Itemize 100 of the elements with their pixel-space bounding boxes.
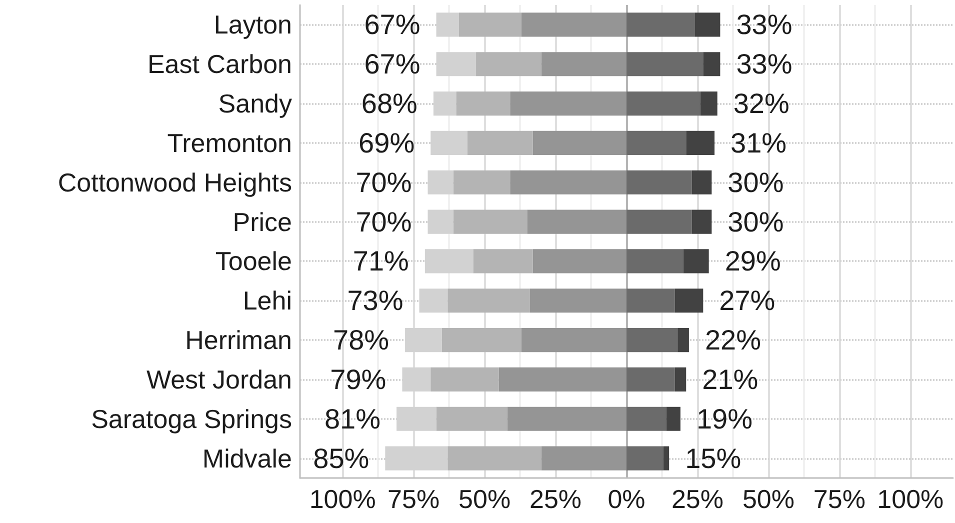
bar — [700, 92, 718, 116]
bar — [473, 249, 533, 274]
y-tick-label: East Carbon — [147, 49, 292, 80]
x-tick-label: 75% — [813, 484, 866, 514]
annotation: 70% — [356, 206, 412, 238]
y-tick-label: Price — [232, 206, 292, 237]
bar — [694, 12, 720, 37]
bar — [521, 328, 626, 352]
y-tick-label: Midvale — [202, 443, 292, 474]
bar — [532, 249, 626, 274]
bar — [674, 288, 704, 313]
y-tick-label: West Jordan — [146, 364, 292, 394]
bar — [419, 288, 448, 313]
bar — [663, 446, 670, 470]
bar — [430, 367, 499, 392]
bar — [626, 130, 686, 155]
annotation: 81% — [324, 403, 381, 434]
y-tick-label: Saratoga Springs — [91, 404, 292, 434]
bar — [433, 92, 456, 116]
bar — [626, 210, 692, 234]
bar — [541, 446, 626, 470]
bar — [626, 328, 678, 352]
annotation: 78% — [333, 324, 390, 356]
bar — [686, 130, 715, 155]
bar — [678, 328, 689, 352]
bar — [626, 288, 675, 313]
bar — [530, 288, 626, 313]
annotation: 33% — [736, 48, 792, 80]
y-tick-label: Cottonwood Heights — [58, 167, 292, 198]
bar — [448, 446, 542, 470]
annotation: 30% — [728, 166, 784, 198]
x-tick-label: 25% — [530, 484, 582, 514]
bar — [507, 406, 626, 431]
x-tick-label: 25% — [671, 484, 724, 514]
annotation: 32% — [733, 88, 790, 120]
bar — [458, 12, 522, 37]
bar — [541, 52, 626, 76]
bar — [476, 52, 542, 76]
annotation: 79% — [330, 364, 386, 395]
bar — [626, 92, 700, 116]
bar — [468, 130, 533, 155]
bar — [453, 210, 528, 234]
x-tick-label: 75% — [388, 484, 440, 514]
bar — [424, 249, 474, 274]
bar — [436, 12, 459, 37]
bar — [626, 367, 675, 392]
annotation: 67% — [364, 9, 420, 40]
x-tick-label: 100% — [309, 484, 376, 514]
bar — [436, 406, 508, 431]
y-tick-label: Sandy — [218, 88, 292, 119]
bar — [498, 367, 626, 392]
bar — [428, 210, 454, 234]
bar — [436, 52, 476, 76]
bar — [527, 210, 626, 234]
annotation: 29% — [724, 246, 781, 277]
bar — [666, 406, 680, 431]
bar — [626, 52, 704, 76]
annotation: 31% — [730, 127, 787, 158]
annotation: 21% — [702, 364, 758, 395]
bar — [674, 367, 686, 392]
y-tick-label: Herriman — [185, 325, 292, 356]
bar — [703, 52, 720, 76]
bar — [626, 406, 666, 431]
annotation: 69% — [358, 127, 415, 158]
bar — [626, 12, 695, 37]
bar — [510, 170, 626, 194]
annotation: 22% — [704, 324, 762, 356]
x-tick-label: 50% — [458, 484, 511, 514]
annotation: 85% — [313, 442, 370, 474]
annotation: 27% — [719, 285, 776, 316]
annotation: 67% — [364, 48, 420, 80]
y-tick-label: Lehi — [242, 286, 292, 316]
bar — [448, 288, 530, 313]
bar — [430, 130, 468, 155]
annotation: 68% — [361, 88, 418, 120]
annotation: 71% — [352, 246, 409, 277]
bar — [453, 170, 510, 194]
bar — [692, 210, 712, 234]
annotation: 19% — [696, 403, 752, 434]
y-tick-label: Tooele — [215, 246, 292, 276]
annotation: 30% — [728, 206, 784, 238]
annotation: 70% — [356, 166, 412, 198]
bar — [456, 92, 510, 116]
bar — [626, 170, 692, 194]
bar — [626, 446, 664, 470]
bar — [626, 249, 684, 274]
bar — [683, 249, 709, 274]
annotation: 15% — [685, 442, 742, 474]
bar — [510, 92, 626, 116]
bar — [428, 170, 454, 194]
bar — [532, 130, 626, 155]
annotation: 73% — [347, 285, 404, 316]
bar — [442, 328, 522, 352]
x-tick-label: 0% — [608, 484, 646, 514]
annotation: 33% — [736, 9, 792, 40]
y-tick-label: Layton — [214, 10, 292, 40]
y-tick-label: Tremonton — [167, 128, 292, 158]
bar — [521, 12, 626, 37]
bar — [692, 170, 712, 194]
x-tick-label: 100% — [877, 484, 944, 514]
